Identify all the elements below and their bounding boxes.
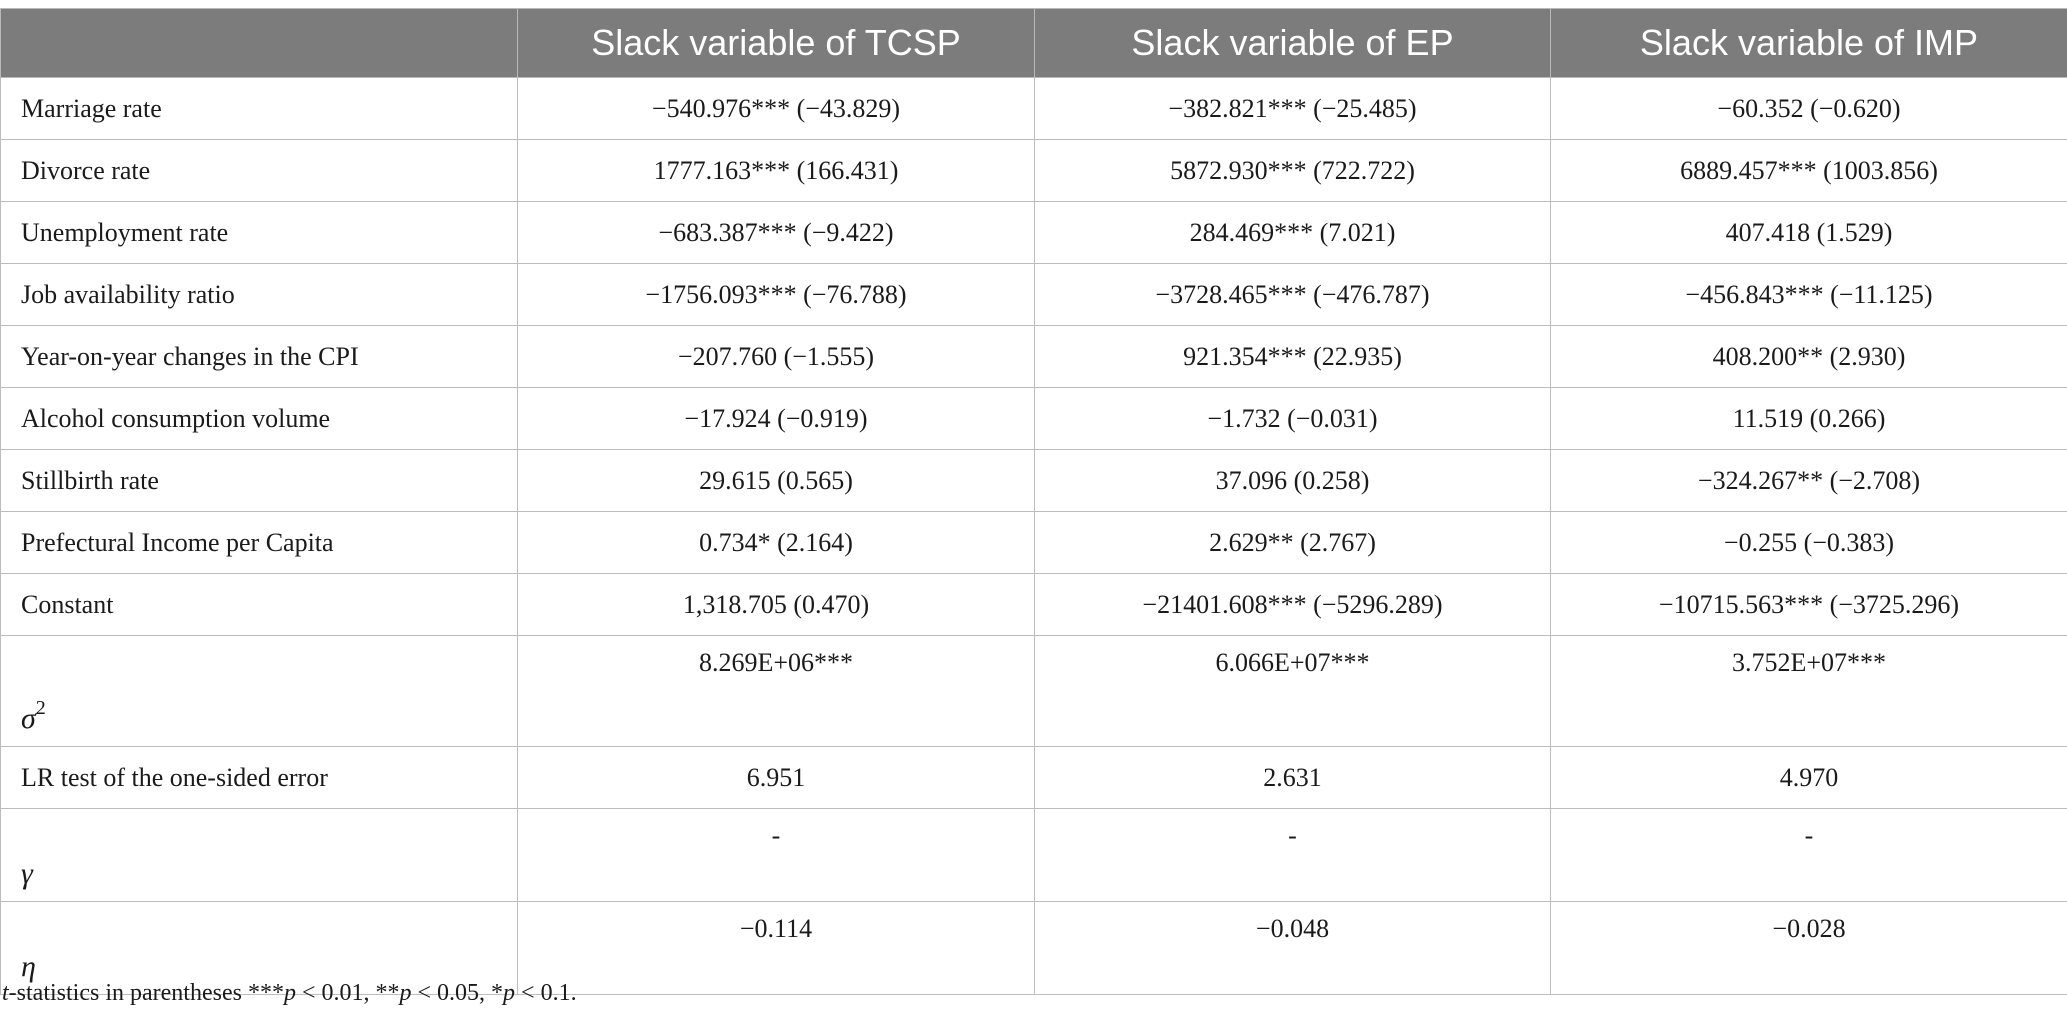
table-row-marriage-rate: Marriage rate −540.976*** (−43.829) −382… <box>0 77 2067 140</box>
cell-tcsp: 8.269E+06*** <box>517 635 1035 747</box>
row-label: Job availability ratio <box>0 263 518 326</box>
gamma-symbol: γ <box>21 857 33 890</box>
header-blank-cell <box>0 8 518 78</box>
table-row-stillbirth: Stillbirth rate 29.615 (0.565) 37.096 (0… <box>0 449 2067 512</box>
row-label: σ2 <box>0 635 518 747</box>
cell-ep: −0.048 <box>1034 901 1551 995</box>
row-label: γ <box>0 808 518 902</box>
footnote-text-3: < 0.05, * <box>411 980 504 1006</box>
table-row-eta: η −0.114 −0.048 −0.028 <box>0 901 2067 995</box>
cell-ep: - <box>1034 808 1551 902</box>
cell-ep: 2.631 <box>1034 746 1551 809</box>
regression-table: Slack variable of TCSP Slack variable of… <box>0 8 2067 995</box>
table-row-job-availability: Job availability ratio −1756.093*** (−76… <box>0 263 2067 326</box>
cell-ep: 6.066E+07*** <box>1034 635 1551 747</box>
table-row-income: Prefectural Income per Capita 0.734* (2.… <box>0 511 2067 574</box>
cell-imp: 408.200** (2.930) <box>1550 325 2067 388</box>
cell-imp: −10715.563*** (−3725.296) <box>1550 573 2067 636</box>
cell-tcsp: −1756.093*** (−76.788) <box>517 263 1035 326</box>
cell-imp: −0.255 (−0.383) <box>1550 511 2067 574</box>
row-label: Year-on-year changes in the CPI <box>0 325 518 388</box>
cell-ep: 284.469*** (7.021) <box>1034 201 1551 264</box>
cell-ep: 2.629** (2.767) <box>1034 511 1551 574</box>
row-label: Marriage rate <box>0 77 518 140</box>
cell-imp: 3.752E+07*** <box>1550 635 2067 747</box>
table-row-lr-test: LR test of the one-sided error 6.951 2.6… <box>0 746 2067 809</box>
cell-tcsp: −207.760 (−1.555) <box>517 325 1035 388</box>
cell-imp: 407.418 (1.529) <box>1550 201 2067 264</box>
table-row-gamma: γ - - - <box>0 808 2067 902</box>
cell-tcsp: −0.114 <box>517 901 1035 995</box>
header-row: Slack variable of TCSP Slack variable of… <box>0 8 2067 78</box>
cell-tcsp: 6.951 <box>517 746 1035 809</box>
table-row-sigma-squared: σ2 8.269E+06*** 6.066E+07*** 3.752E+07**… <box>0 635 2067 747</box>
cell-ep: 37.096 (0.258) <box>1034 449 1551 512</box>
footnote-p2: p <box>399 980 412 1006</box>
cell-ep: −21401.608*** (−5296.289) <box>1034 573 1551 636</box>
cell-tcsp: −17.924 (−0.919) <box>517 387 1035 450</box>
cell-tcsp: 29.615 (0.565) <box>517 449 1035 512</box>
cell-imp: −324.267** (−2.708) <box>1550 449 2067 512</box>
header-tcsp: Slack variable of TCSP <box>517 8 1035 78</box>
sigma-symbol: σ2 <box>21 697 46 735</box>
row-label: Divorce rate <box>0 139 518 202</box>
row-label: Constant <box>0 573 518 636</box>
cell-ep: −382.821*** (−25.485) <box>1034 77 1551 140</box>
table-row-divorce-rate: Divorce rate 1777.163*** (166.431) 5872.… <box>0 139 2067 202</box>
table-row-unemployment-rate: Unemployment rate −683.387*** (−9.422) 2… <box>0 201 2067 264</box>
cell-tcsp: 1,318.705 (0.470) <box>517 573 1035 636</box>
cell-imp: 6889.457*** (1003.856) <box>1550 139 2067 202</box>
table-row-alcohol: Alcohol consumption volume −17.924 (−0.9… <box>0 387 2067 450</box>
row-label: Stillbirth rate <box>0 449 518 512</box>
footnote-p1: p <box>283 980 296 1006</box>
row-label: η <box>0 901 518 995</box>
cell-tcsp: 1777.163*** (166.431) <box>517 139 1035 202</box>
table-header: Slack variable of TCSP Slack variable of… <box>0 8 2067 78</box>
footnote-text-2: < 0.01, ** <box>295 980 400 1006</box>
cell-ep: −3728.465*** (−476.787) <box>1034 263 1551 326</box>
cell-ep: 5872.930*** (722.722) <box>1034 139 1551 202</box>
eta-symbol: η <box>21 950 36 983</box>
cell-imp: −60.352 (−0.620) <box>1550 77 2067 140</box>
footnote-text-1: -statistics in parentheses *** <box>8 980 284 1006</box>
table-body: Marriage rate −540.976*** (−43.829) −382… <box>0 77 2067 995</box>
cell-ep: 921.354*** (22.935) <box>1034 325 1551 388</box>
header-imp: Slack variable of IMP <box>1550 8 2067 78</box>
cell-imp: 4.970 <box>1550 746 2067 809</box>
regression-table-container: Slack variable of TCSP Slack variable of… <box>0 8 2067 995</box>
cell-imp: - <box>1550 808 2067 902</box>
footnote-t: t <box>2 980 9 1006</box>
table-row-constant: Constant 1,318.705 (0.470) −21401.608***… <box>0 573 2067 636</box>
row-label: LR test of the one-sided error <box>0 746 518 809</box>
footnote-p3: p <box>503 980 516 1006</box>
row-label: Prefectural Income per Capita <box>0 511 518 574</box>
table-row-cpi: Year-on-year changes in the CPI −207.760… <box>0 325 2067 388</box>
row-label: Alcohol consumption volume <box>0 387 518 450</box>
cell-imp: 11.519 (0.266) <box>1550 387 2067 450</box>
cell-tcsp: −540.976*** (−43.829) <box>517 77 1035 140</box>
cell-imp: −0.028 <box>1550 901 2067 995</box>
cell-tcsp: −683.387*** (−9.422) <box>517 201 1035 264</box>
cell-ep: −1.732 (−0.031) <box>1034 387 1551 450</box>
table-footnote: t-statistics in parentheses ***p < 0.01,… <box>2 980 577 1007</box>
cell-tcsp: 0.734* (2.164) <box>517 511 1035 574</box>
header-ep: Slack variable of EP <box>1034 8 1551 78</box>
cell-imp: −456.843*** (−11.125) <box>1550 263 2067 326</box>
footnote-text-4: < 0.1. <box>515 980 577 1006</box>
cell-tcsp: - <box>517 808 1035 902</box>
row-label: Unemployment rate <box>0 201 518 264</box>
